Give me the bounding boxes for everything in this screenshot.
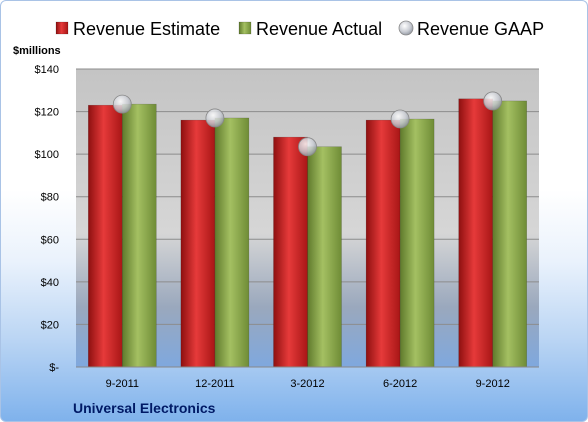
x-tick-label: 6-2012	[383, 378, 417, 390]
marker-revenue-gaap	[483, 91, 503, 111]
legend-swatch-revenue-estimate	[55, 21, 69, 35]
marker-revenue-gaap	[205, 108, 225, 128]
legend-label-revenue-actual: Revenue Actual	[256, 19, 382, 39]
legend: Revenue Estimate Revenue Actual Revenue GA…	[55, 19, 544, 39]
bars-group	[88, 98, 527, 368]
x-tick-label: 9-2011	[106, 378, 139, 390]
marker-revenue-gaap	[390, 109, 410, 129]
y-tick-label: $20	[41, 319, 59, 331]
bar-revenue-estimate	[365, 119, 401, 368]
y-tick-label: $-	[49, 362, 59, 374]
bar-revenue-estimate	[273, 136, 308, 368]
bar-revenue-estimate	[180, 119, 216, 368]
bar-revenue-actual	[122, 103, 157, 368]
y-tick-label: $100	[35, 149, 59, 161]
gaap-markers	[112, 91, 503, 157]
bar-revenue-estimate	[458, 98, 493, 368]
y-tick-label: $120	[35, 107, 59, 119]
x-tick-label: 3-2012	[290, 378, 324, 390]
legend-label-revenue-gaap: Revenue GAAP	[417, 19, 544, 39]
y-tick-label: $140	[35, 64, 59, 76]
chart-footer-company: Universal Electronics	[73, 400, 216, 416]
legend-label-revenue-estimate: Revenue Estimate	[73, 19, 220, 39]
legend-swatch-revenue-actual	[238, 21, 252, 35]
y-axis-unit-label: $millions	[13, 45, 61, 57]
y-tick-label: $80	[41, 192, 59, 204]
x-tick-labels: 9-2011 12-2011 3-2012 6-2012 9-2012	[106, 378, 510, 390]
bar-revenue-estimate	[88, 104, 123, 368]
y-tick-label: $60	[41, 234, 59, 246]
y-tick-labels: $- $20 $40 $60 $80 $100 $120 $140	[35, 64, 60, 374]
marker-revenue-gaap	[112, 94, 132, 114]
bar-revenue-actual	[214, 117, 250, 368]
y-tick-label: $40	[41, 277, 59, 289]
x-tick-label: 9-2012	[476, 378, 510, 390]
bar-revenue-actual	[492, 100, 527, 368]
x-tick-label: 12-2011	[195, 378, 235, 390]
bar-revenue-actual	[399, 118, 435, 368]
bar-revenue-actual	[307, 146, 342, 368]
legend-swatch-revenue-gaap	[398, 20, 414, 36]
marker-revenue-gaap	[298, 137, 317, 157]
